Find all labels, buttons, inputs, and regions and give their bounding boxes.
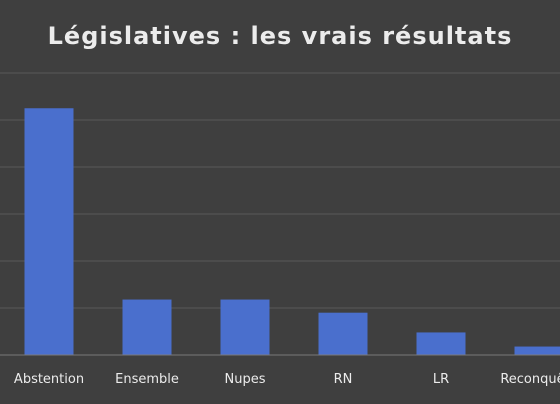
x-tick-label: RN — [334, 372, 353, 387]
x-tick-label: Nupes — [225, 372, 266, 387]
bar-reconquête — [514, 346, 560, 355]
bar-nupes — [220, 299, 270, 355]
bar-lr — [416, 332, 466, 355]
bar-rn — [318, 312, 368, 355]
bar-abstention — [24, 108, 74, 355]
bar-ensemble — [122, 299, 172, 355]
x-tick-label: Abstention — [14, 372, 84, 387]
x-tick-labels: Abstention Ensemble Nupes RN LR Reconquête — [14, 372, 560, 387]
x-tick-label: Reconquête — [500, 372, 560, 387]
chart-title: Législatives : les vrais résultats — [48, 22, 513, 50]
x-tick-label: Ensemble — [115, 372, 179, 387]
bars — [24, 108, 560, 355]
x-tick-label: LR — [433, 372, 449, 387]
gridlines — [0, 72, 560, 309]
